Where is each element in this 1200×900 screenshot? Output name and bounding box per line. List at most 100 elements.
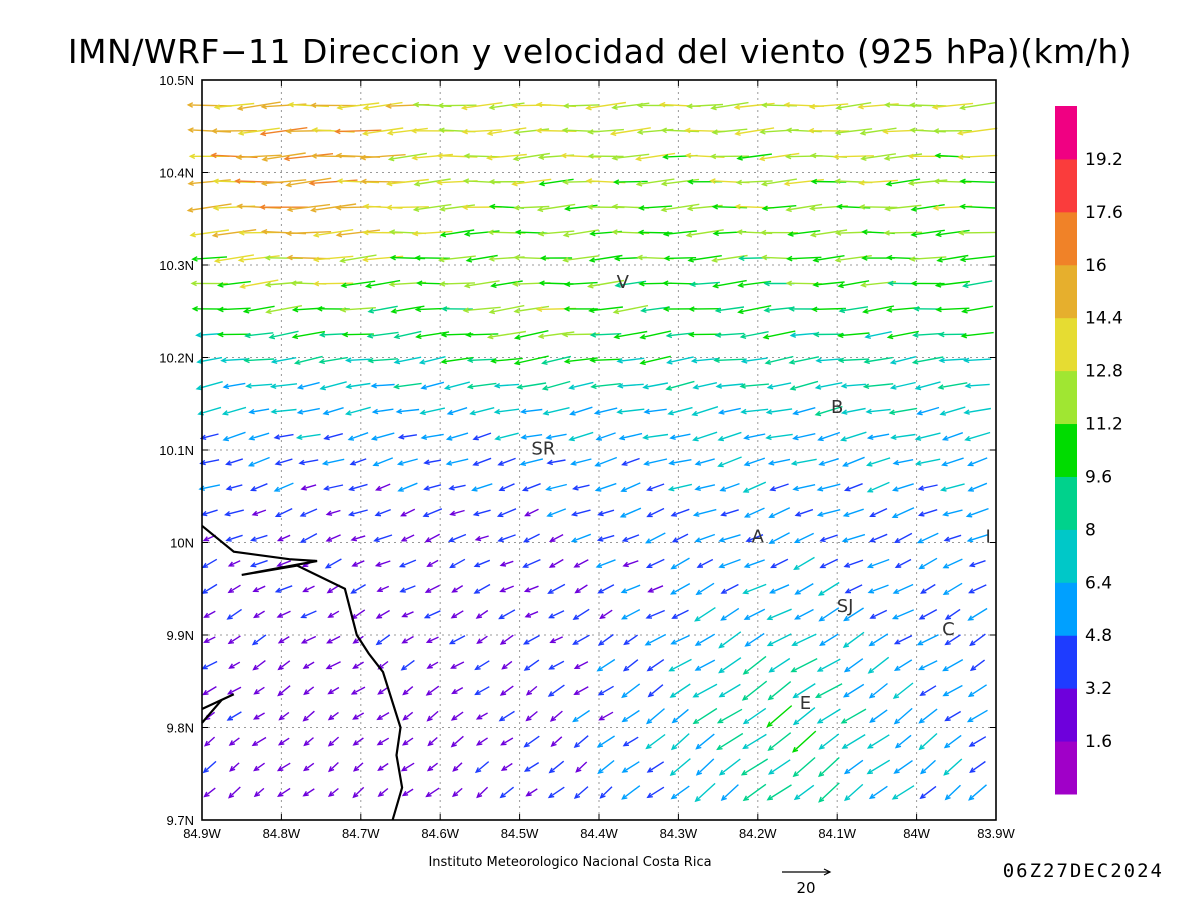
wind-arrow-shaft [719, 683, 741, 698]
wind-arrow [885, 306, 920, 313]
wind-arrow-shaft [467, 254, 498, 262]
wind-arrow-shaft [888, 330, 919, 338]
wind-arrow-head [761, 205, 769, 212]
wind-arrow-head [210, 128, 218, 134]
wind-arrow-head [692, 718, 699, 725]
wind-arrow [473, 559, 491, 568]
wind-arrow [645, 733, 666, 750]
wind-arrow-shaft [536, 129, 577, 132]
coastline-segment [201, 698, 223, 724]
wind-arrow [303, 686, 315, 696]
wind-arrow-head [426, 561, 433, 567]
wind-arrow-head [817, 435, 824, 442]
wind-arrow-head [942, 666, 949, 672]
wind-arrow [572, 484, 590, 491]
wind-arrow-head [362, 229, 369, 236]
wind-arrow-shaft [760, 152, 800, 160]
wind-arrow-shaft [763, 205, 797, 210]
wind-arrow-head [733, 104, 741, 110]
wind-arrow-head [336, 178, 343, 184]
wind-arrow-head [792, 485, 799, 492]
wind-arrow-head [635, 181, 643, 187]
wind-arrow [327, 610, 340, 618]
wind-arrow-head [740, 358, 748, 364]
wind-arrow [694, 458, 715, 466]
wind-arrow-shaft [378, 686, 389, 695]
wind-arrow-head [967, 615, 974, 621]
wind-arrow [347, 432, 369, 441]
wind-arrow-shaft [312, 155, 356, 158]
wind-arrow-head [765, 409, 773, 415]
wind-arrow-head [944, 794, 951, 801]
wind-arrow [412, 203, 452, 212]
wind-arrow [599, 786, 613, 799]
wind-arrow-shaft [692, 406, 719, 416]
wind-arrow-head [909, 127, 916, 134]
wind-arrow-shaft [324, 484, 344, 490]
wind-arrow-shaft [254, 686, 265, 695]
wind-arrow [885, 178, 921, 187]
wind-arrow-head [573, 562, 580, 568]
wind-arrow [350, 535, 366, 542]
wind-arrow [227, 584, 241, 594]
wind-arrow-shaft [394, 356, 422, 364]
wind-arrow-head [323, 434, 330, 441]
wind-arrow-shaft [303, 585, 315, 593]
wind-arrow-head [842, 692, 850, 698]
wind-arrow [398, 559, 417, 568]
wind-arrow-shaft [789, 356, 820, 364]
wind-arrow [642, 382, 669, 390]
wind-arrow-head [646, 767, 654, 773]
wind-arrow-head [616, 383, 624, 389]
wind-arrow [225, 534, 243, 542]
wind-arrow-shaft [643, 433, 669, 439]
wind-arrow-shaft [561, 154, 602, 158]
wind-arrow-shaft [543, 380, 571, 390]
wind-arrow-shaft [735, 102, 775, 109]
wind-arrow-shaft [202, 558, 218, 568]
wind-arrow-head [968, 561, 976, 568]
wind-arrow [312, 280, 354, 287]
wind-arrow-head [277, 690, 284, 697]
wind-arrow-head [645, 613, 653, 619]
wind-arrow-shaft [301, 610, 317, 619]
wind-arrow-shaft [421, 381, 445, 389]
wind-arrow-head [660, 127, 667, 134]
wind-arrow-shaft [664, 230, 697, 236]
wind-arrow [251, 509, 267, 516]
wind-arrow [793, 532, 815, 543]
wind-arrow [253, 610, 265, 619]
wind-arrow-shaft [919, 557, 938, 570]
wind-arrow [198, 484, 221, 491]
wind-arrow-head [400, 664, 407, 671]
wind-arrow-head [498, 715, 505, 722]
wind-arrow-head [324, 563, 332, 569]
wind-arrow-shaft [817, 708, 841, 724]
wind-arrow-shaft [564, 104, 599, 107]
wind-arrow-shaft [742, 357, 768, 363]
wind-arrow-head [711, 257, 718, 263]
wind-arrow [588, 254, 623, 263]
wind-arrow-head [670, 564, 677, 570]
wind-arrow-shaft [488, 330, 527, 338]
wind-arrow-shaft [920, 685, 937, 696]
wind-arrow-shaft [644, 408, 667, 413]
wind-arrow [203, 736, 216, 747]
wind-arrow-head [310, 153, 317, 159]
wind-arrow-head [497, 460, 504, 466]
wind-arrow-head [247, 461, 255, 467]
wind-arrow-shaft [742, 680, 768, 701]
wind-arrow [500, 762, 513, 771]
wind-arrow-head [867, 588, 875, 594]
wind-arrow-shaft [227, 711, 242, 721]
wind-arrow-head [427, 740, 434, 747]
wind-arrow-head [740, 770, 748, 776]
colorbar-label: 12.8 [1085, 362, 1123, 382]
y-tick-label: 10.2N [159, 351, 194, 366]
wind-arrow-shaft [262, 179, 307, 185]
wind-arrow-head [501, 663, 508, 670]
wind-arrow-shaft [464, 306, 501, 312]
wind-arrow-head [499, 690, 507, 696]
wind-arrow-shaft [586, 101, 627, 109]
wind-arrow [500, 737, 514, 746]
